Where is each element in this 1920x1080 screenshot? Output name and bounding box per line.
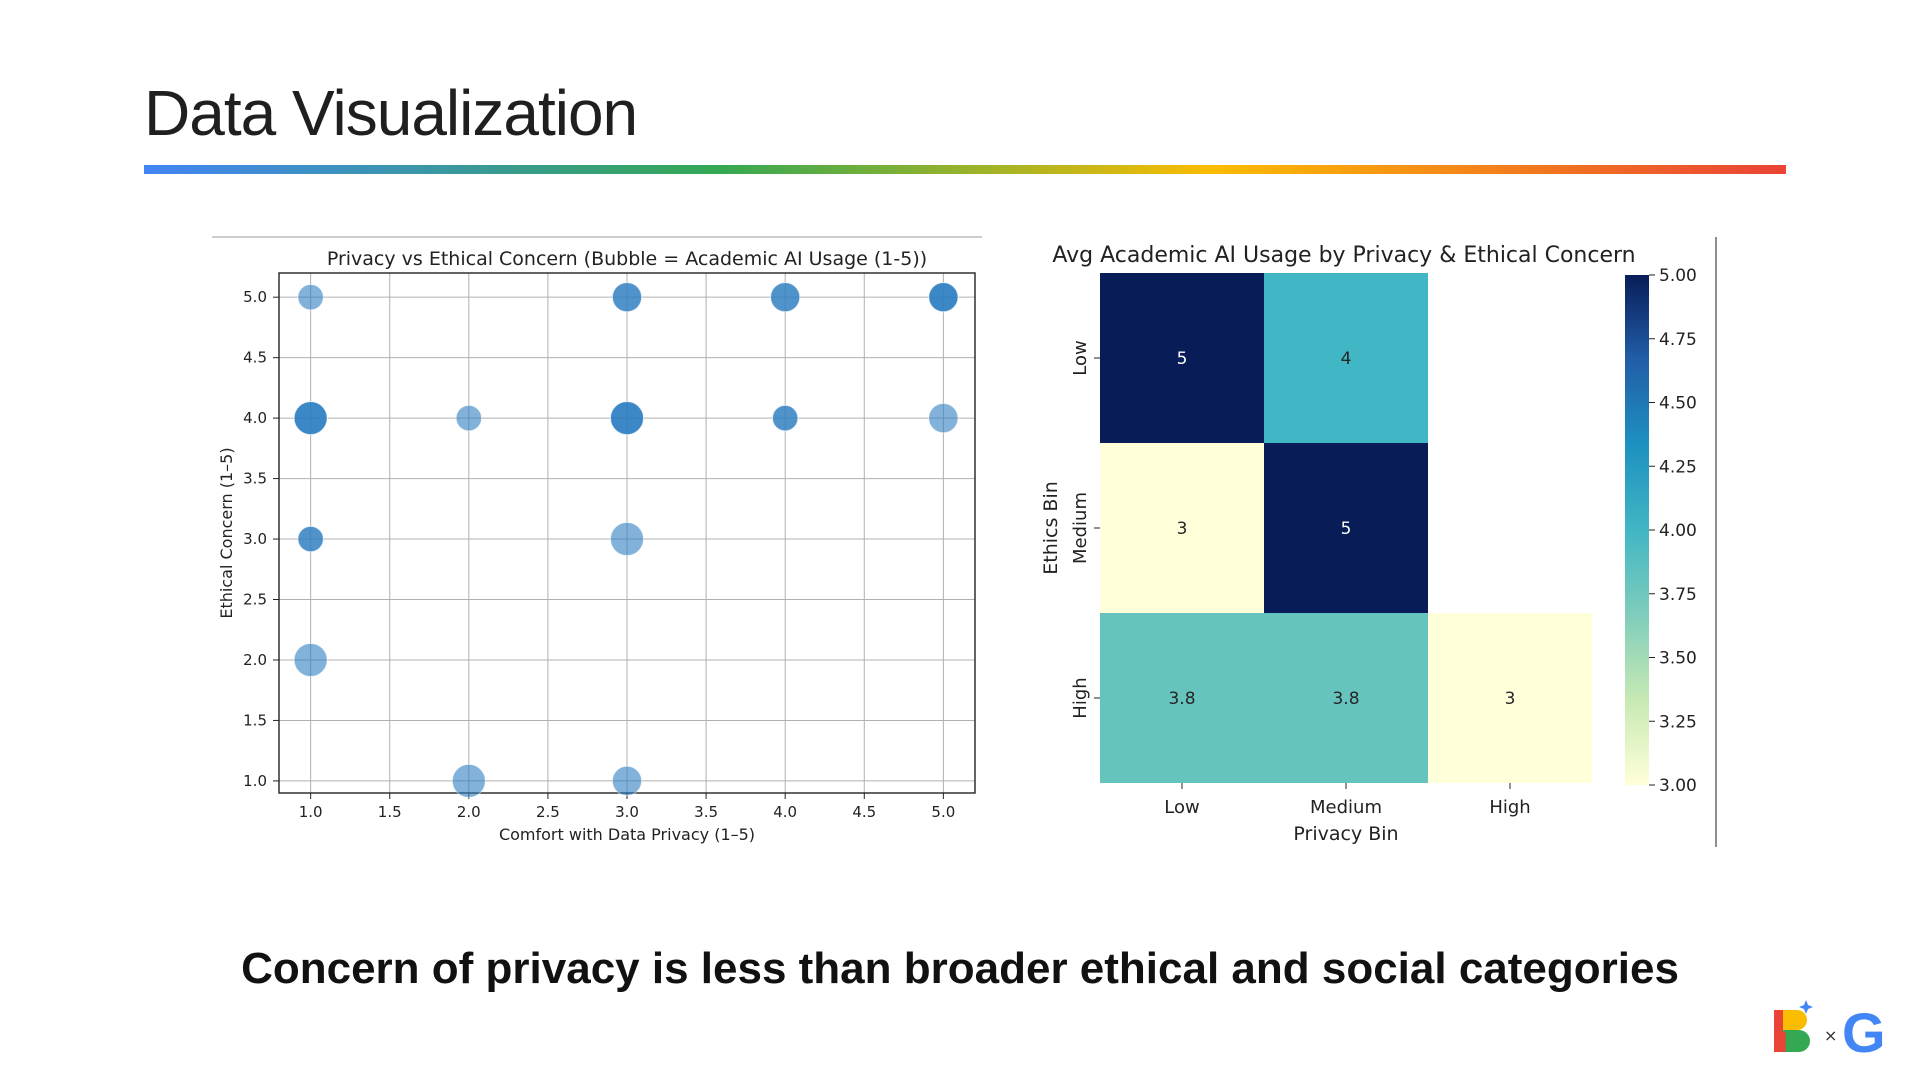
colorbar-tick-label: 3.00 xyxy=(1659,776,1697,796)
heatmap-cell-label: 3 xyxy=(1177,519,1188,539)
heatmap-y-tick-label: Medium xyxy=(1070,492,1091,564)
bubble-chart: Privacy vs Ethical Concern (Bubble = Aca… xyxy=(212,236,982,844)
heatmap-chart: Avg Academic AI Usage by Privacy & Ethic… xyxy=(1040,237,1717,847)
scatter-y-tick-label: 4.0 xyxy=(243,409,267,427)
scatter-bubble xyxy=(928,282,959,313)
colorbar-tick-label: 4.00 xyxy=(1659,521,1697,541)
scatter-x-axis-label: Comfort with Data Privacy (1–5) xyxy=(499,825,755,844)
heatmap-y-tick-label: Low xyxy=(1070,340,1091,375)
colorbar-tick-label: 4.75 xyxy=(1659,330,1697,350)
heatmap-y-tick-label: High xyxy=(1070,677,1091,718)
scatter-bubble xyxy=(611,282,643,313)
heatmap-cell xyxy=(1428,613,1592,783)
colorbar-tick-label: 4.25 xyxy=(1659,457,1697,477)
heatmap-cell-label: 4 xyxy=(1341,349,1352,369)
scatter-x-tick-label: 2.0 xyxy=(457,803,481,821)
slide-caption: Concern of privacy is less than broader … xyxy=(241,944,1679,993)
scatter-title: Privacy vs Ethical Concern (Bubble = Aca… xyxy=(327,248,927,270)
scatter-y-tick-label: 2.0 xyxy=(243,651,267,669)
heatmap-cell-label: 5 xyxy=(1177,349,1188,369)
heatmap-x-tick-label: High xyxy=(1489,797,1530,818)
scatter-bubble xyxy=(293,642,328,677)
google-g-logo: G xyxy=(1842,1001,1886,1060)
heatmap-colorbar xyxy=(1625,275,1649,785)
scatter-y-tick-label: 4.5 xyxy=(243,349,267,367)
logo-separator: × xyxy=(1824,1026,1837,1045)
scatter-bubble xyxy=(297,525,324,553)
scatter-bubble xyxy=(610,522,644,557)
scatter-x-tick-label: 3.0 xyxy=(615,803,639,821)
scatter-y-tick-label: 1.5 xyxy=(243,711,267,729)
scatter-bubble xyxy=(771,404,799,432)
scatter-x-tick-label: 4.5 xyxy=(852,803,876,821)
scatter-x-tick-label: 5.0 xyxy=(931,803,955,821)
scatter-y-tick-label: 5.0 xyxy=(243,288,267,306)
scatter-bubble xyxy=(297,283,324,311)
heatmap-cell-label: 3.8 xyxy=(1332,689,1359,709)
heatmap-x-tick-label: Medium xyxy=(1310,797,1382,818)
colorbar-tick-label: 3.25 xyxy=(1659,712,1697,732)
scatter-x-tick-label: 4.0 xyxy=(773,803,797,821)
scatter-bubble xyxy=(293,401,328,436)
scatter-bubble xyxy=(455,404,483,432)
scatter-bubble xyxy=(610,401,644,436)
heatmap-cell xyxy=(1100,273,1264,443)
heatmap-x-tick-label: Low xyxy=(1164,797,1199,818)
heatmap-cell xyxy=(1100,613,1264,783)
heatmap-cell xyxy=(1264,443,1428,613)
heatmap-cell xyxy=(1264,273,1428,443)
title-underline-gradient xyxy=(144,165,1786,174)
brand-logo: × G xyxy=(1774,1000,1886,1060)
colorbar-tick-label: 4.50 xyxy=(1659,394,1697,414)
b-logo-icon xyxy=(1774,1000,1813,1052)
scatter-y-tick-label: 1.0 xyxy=(243,772,267,790)
heatmap-cell-label: 5 xyxy=(1341,519,1352,539)
scatter-y-tick-label: 3.5 xyxy=(243,470,267,488)
heatmap-x-axis-label: Privacy Bin xyxy=(1293,823,1398,845)
heatmap-cell-label: 3 xyxy=(1505,689,1516,709)
scatter-bubble xyxy=(770,282,801,313)
scatter-x-tick-label: 1.0 xyxy=(299,803,323,821)
heatmap-cell xyxy=(1100,443,1264,613)
colorbar-tick-label: 3.75 xyxy=(1659,585,1697,605)
heatmap-title: Avg Academic AI Usage by Privacy & Ethic… xyxy=(1052,243,1635,268)
scatter-x-tick-label: 3.5 xyxy=(694,803,718,821)
scatter-y-tick-label: 2.5 xyxy=(243,591,267,609)
scatter-y-tick-label: 3.0 xyxy=(243,530,267,548)
heatmap-cell-label: 3.8 xyxy=(1168,689,1195,709)
heatmap-y-axis-label: Ethics Bin xyxy=(1040,481,1062,575)
colorbar-tick-label: 3.50 xyxy=(1659,649,1697,669)
colorbar-tick-label: 5.00 xyxy=(1659,266,1697,286)
scatter-bubble xyxy=(611,765,643,797)
scatter-x-tick-label: 1.5 xyxy=(378,803,402,821)
heatmap-cell xyxy=(1264,613,1428,783)
slide-title: Data Visualization xyxy=(144,77,638,149)
scatter-x-tick-label: 2.5 xyxy=(536,803,560,821)
scatter-y-axis-label: Ethical Concern (1–5) xyxy=(217,447,236,618)
scatter-bubble xyxy=(928,403,959,434)
scatter-bubble xyxy=(451,763,486,798)
